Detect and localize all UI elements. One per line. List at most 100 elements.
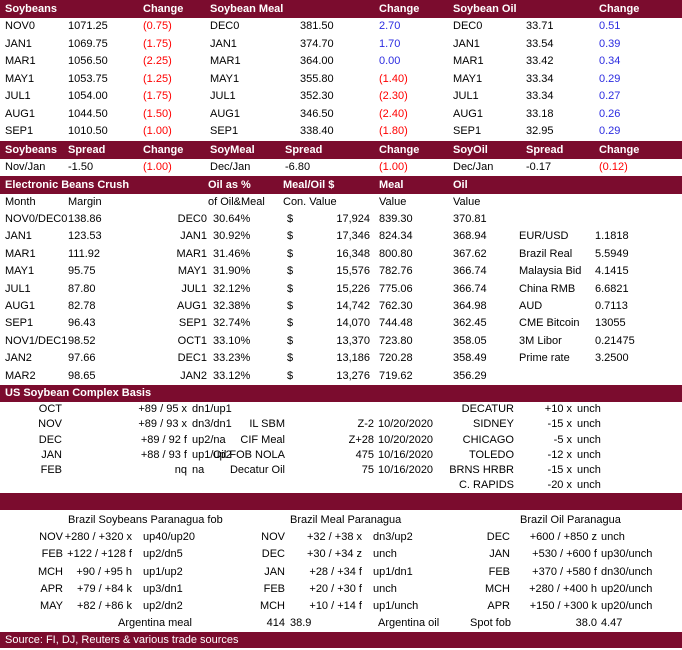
usd-cell: $ bbox=[287, 283, 294, 295]
basis-change-cell: up1/up2 bbox=[192, 449, 232, 461]
basis-month-cell: DEC bbox=[38, 434, 62, 446]
meal-value-cell: 744.48 bbox=[379, 317, 413, 329]
futures-row: MAR1 1056.50 (2.25) MAR1 364.00 0.00 MAR1 33.42… bbox=[0, 53, 682, 71]
spread-header: Spread bbox=[526, 144, 564, 156]
brazil-row: MCH +90 / +95 h up1/up2 JAN +28 / +34 f up1/d… bbox=[0, 564, 682, 582]
meal-value-cell: 775.06 bbox=[379, 283, 413, 295]
brazil-title-row: Brazil Soybeans Paranagua fob Brazil Mea… bbox=[0, 512, 682, 530]
crush-month-cell: SEP1 bbox=[5, 317, 34, 329]
pct-cell: 33.12% bbox=[213, 370, 251, 382]
spread-header: SoyOil bbox=[453, 144, 488, 156]
price-cell: 33.34 bbox=[526, 90, 554, 102]
month-cell: MCH bbox=[484, 583, 510, 595]
spread-header: SoyMeal bbox=[210, 144, 255, 156]
crush-month-cell: AUG1 bbox=[5, 300, 35, 312]
price-cell: 364.00 bbox=[300, 55, 334, 67]
bid-ask-cell: +122 / +128 f bbox=[67, 548, 132, 560]
change-cell: dn3/up2 bbox=[373, 531, 413, 543]
month-cell: APR bbox=[487, 600, 510, 612]
basis-month-cell: JAN bbox=[41, 449, 62, 461]
currency-value: 4.1415 bbox=[595, 265, 629, 277]
bid-ask-cell: +88 / 93 f bbox=[140, 449, 187, 461]
price-cell: 33.42 bbox=[526, 55, 554, 67]
month-cell: FEB bbox=[41, 548, 63, 560]
change-cell: 0.39 bbox=[599, 37, 621, 50]
change-cell: up30/unch bbox=[601, 548, 653, 560]
pct-cell: 33.10% bbox=[213, 335, 251, 347]
crush-month-cell: MAY1 bbox=[5, 265, 35, 277]
oil-value-cell: 362.45 bbox=[453, 317, 487, 329]
price-cell: 338.40 bbox=[300, 125, 334, 137]
con-value-cell: 13,186 bbox=[336, 352, 370, 364]
basis-row: OCT +89 / 95 x dn1/up1 DECATUR +10 x unch bbox=[0, 402, 682, 417]
month-cell: MCH bbox=[37, 566, 63, 578]
basis-product-label: Oil FOB NOLA bbox=[212, 449, 285, 461]
crush-row: NOV0/DEC0 138.86 DEC0 30.64% $17,924 839.30 37… bbox=[0, 211, 682, 229]
location-basis-cell: -5 x bbox=[553, 434, 572, 446]
bid-ask-cell: +600 / +850 z bbox=[529, 531, 597, 543]
month-cell: JUL1 bbox=[5, 90, 31, 102]
oil-change-header: Change bbox=[599, 3, 640, 15]
crush-month-cell: JUL1 bbox=[5, 283, 31, 295]
month-cell: FEB bbox=[263, 583, 285, 595]
month-cell: NOV bbox=[39, 531, 63, 543]
pct-cell: 32.12% bbox=[213, 283, 251, 295]
currency-value: 5.5949 bbox=[595, 248, 629, 260]
basis-product-label: Decatur Oil bbox=[229, 464, 285, 476]
basis-row: JAN +88 / 93 f up1/up2 Oil FOB NOLA 475 10/16… bbox=[0, 448, 682, 463]
pct-month-cell: MAR1 bbox=[176, 248, 207, 260]
month-cell: DEC bbox=[486, 531, 510, 543]
spread-change: (0.12) bbox=[599, 161, 628, 173]
bid-ask-cell: +10 / +14 f bbox=[309, 600, 362, 612]
basis-date-cell: 10/16/2020 bbox=[378, 464, 434, 476]
basis-row: FEB nq na Decatur Oil 75 10/16/2020 BRNS HRBR -… bbox=[0, 463, 682, 478]
crush-month-cell: NOV1/DEC1 bbox=[5, 335, 68, 347]
month-cell: DEC0 bbox=[210, 20, 240, 32]
basis-value-cell: Z-2 bbox=[357, 418, 375, 430]
argentina-row: Argentina meal 414 38.9 Argentina oil Sp… bbox=[0, 615, 682, 633]
meal-value-cell: 719.62 bbox=[379, 370, 413, 382]
price-cell: 1056.50 bbox=[68, 55, 108, 67]
location-cell: DECATUR bbox=[461, 403, 514, 415]
oil-header: Oil bbox=[453, 179, 468, 191]
meal-value-cell: 800.80 bbox=[379, 248, 413, 260]
meal-value-cell: 782.76 bbox=[379, 265, 413, 277]
location-basis-cell: -15 x bbox=[547, 464, 572, 476]
margin-cell: 111.92 bbox=[68, 248, 101, 260]
bid-ask-cell: +370 / +580 f bbox=[532, 566, 597, 578]
month-cell: MCH bbox=[259, 600, 285, 612]
brazil-meal-title: Brazil Meal Paranagua bbox=[290, 514, 402, 526]
price-cell: 1044.50 bbox=[68, 107, 108, 120]
pct-month-cell: JAN1 bbox=[180, 230, 207, 242]
soybean-oil-title: Soybean Oil bbox=[453, 3, 517, 15]
margin-cell: 97.66 bbox=[68, 352, 96, 364]
bid-ask-cell: +20 / +30 f bbox=[309, 583, 362, 595]
oil-value-cell: 358.05 bbox=[453, 335, 487, 347]
basis-date-cell: 10/16/2020 bbox=[378, 449, 434, 461]
month-cell: MAR1 bbox=[453, 55, 484, 67]
pct-month-cell: DEC1 bbox=[177, 352, 207, 364]
oil-value-subheader: Value bbox=[453, 196, 481, 208]
month-cell: MAY bbox=[39, 600, 63, 612]
futures-row: JUL1 1054.00 (1.75) JUL1 352.30 (2.30) JUL1 33.… bbox=[0, 88, 682, 106]
crush-month-cell: MAR1 bbox=[5, 248, 36, 260]
change-cell: (1.75) bbox=[143, 37, 172, 50]
price-cell: 352.30 bbox=[300, 90, 334, 102]
con-value-cell: 16,348 bbox=[336, 248, 370, 260]
month-cell: JAN bbox=[264, 566, 285, 578]
location-cell: SIDNEY bbox=[473, 418, 514, 430]
spread-label: Dec/Jan bbox=[210, 161, 251, 173]
crush-row: SEP1 96.43 SEP1 32.74% $14,070 744.48 362.45 CM… bbox=[0, 315, 682, 333]
bid-ask-cell: +79 / +84 k bbox=[76, 583, 132, 595]
change-cell: (2.40) bbox=[379, 107, 408, 120]
meal-header: Meal bbox=[379, 179, 404, 191]
spread-change: (1.00) bbox=[379, 161, 408, 173]
spread-label: Nov/Jan bbox=[5, 161, 46, 173]
change-cell: unch bbox=[373, 548, 397, 560]
month-cell: JAN1 bbox=[5, 37, 32, 50]
futures-row: AUG1 1044.50 (1.50) AUG1 346.50 (2.40) AUG1 33.… bbox=[0, 106, 682, 124]
oil-value-cell: 364.98 bbox=[453, 300, 487, 312]
currency-label: AUD bbox=[519, 300, 543, 312]
crush-month-cell: JAN2 bbox=[5, 352, 32, 364]
